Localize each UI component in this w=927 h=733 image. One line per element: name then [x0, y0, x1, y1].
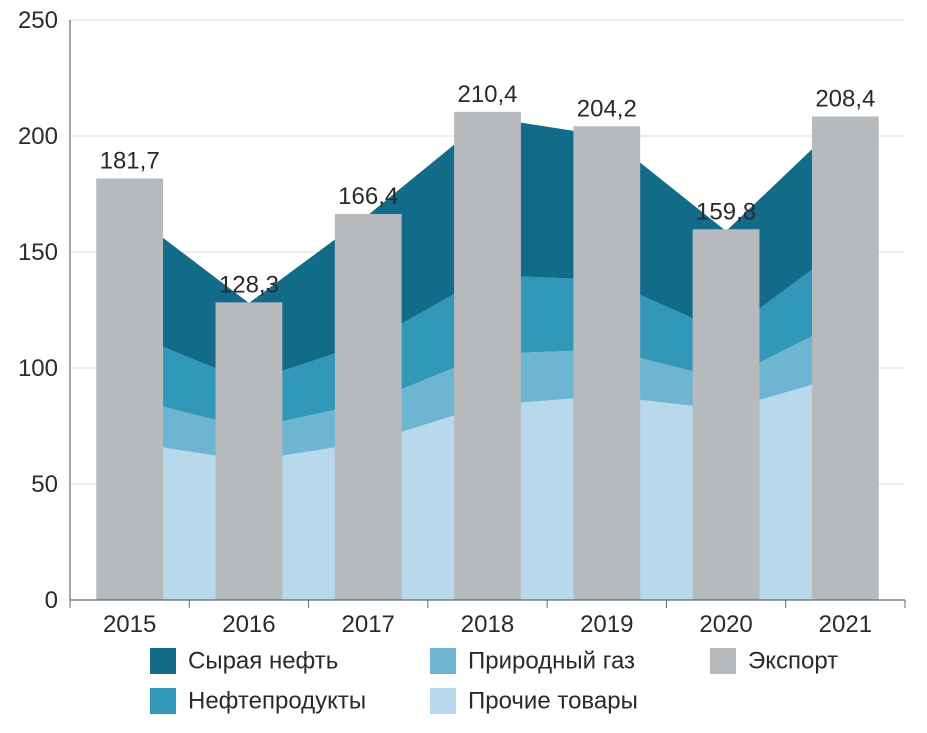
legend-swatch [150, 648, 176, 674]
export-bar [96, 178, 163, 600]
y-tick-label: 150 [18, 239, 58, 266]
legend-label: Природный газ [468, 647, 635, 674]
chart-container: 0 50 100 150 200 250 181,7 128,3 166,4 210,4 204,2… [0, 0, 927, 733]
chart-svg: 0 50 100 150 200 250 181,7 128,3 166,4 210,4 204,2… [0, 0, 927, 733]
bar-value-label: 128,3 [219, 271, 279, 298]
y-tick-label: 100 [18, 355, 58, 382]
legend-swatch [710, 648, 736, 674]
legend-swatch [430, 648, 456, 674]
bar-value-label: 166,4 [338, 183, 398, 210]
x-tick-label: 2021 [819, 611, 872, 638]
bar-value-label: 208,4 [815, 86, 875, 113]
y-tick-label: 50 [31, 471, 58, 498]
x-tick-label: 2018 [461, 611, 514, 638]
export-bar [693, 229, 760, 600]
export-bar [335, 214, 402, 600]
export-bar [216, 302, 283, 600]
x-tick-label: 2019 [580, 611, 633, 638]
x-tick-label: 2017 [342, 611, 395, 638]
y-tick-label: 200 [18, 123, 58, 150]
legend-swatch [430, 688, 456, 714]
bar-value-label: 181,7 [100, 147, 160, 174]
export-bar [454, 112, 521, 600]
export-bar [573, 126, 640, 600]
y-tick-label: 250 [18, 7, 58, 34]
legend-swatch [150, 688, 176, 714]
legend-label: Прочие товары [468, 687, 638, 714]
x-tick-label: 2016 [222, 611, 275, 638]
y-tick-label: 0 [45, 587, 58, 614]
bar-value-label: 159,8 [696, 198, 756, 225]
bar-value-label: 204,2 [577, 95, 637, 122]
legend-label: Нефтепродукты [188, 687, 366, 714]
x-tick-label: 2020 [699, 611, 752, 638]
bar-value-label: 210,4 [457, 81, 517, 108]
legend-label: Экспорт [748, 647, 838, 674]
legend-label: Сырая нефть [188, 647, 338, 674]
x-tick-label: 2015 [103, 611, 156, 638]
export-bar [812, 117, 879, 600]
